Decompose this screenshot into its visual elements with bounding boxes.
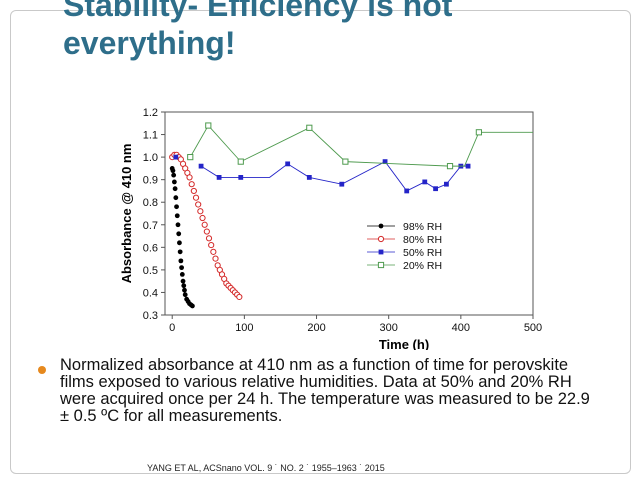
data-point-98-rh bbox=[172, 186, 178, 192]
absorbance-chart: 0.3 0.4 0.5 0.6 0.7 0.8 0.9 1.0 1.1 1.2 0 100 200 300… bbox=[119, 107, 542, 350]
data-point-80-rh bbox=[210, 248, 217, 255]
data-point-98-rh bbox=[180, 278, 186, 284]
legend-label-50-rh: 50% RH bbox=[403, 247, 442, 259]
data-point-98-rh bbox=[178, 258, 184, 264]
legend-marker-98-rh bbox=[378, 223, 384, 229]
legend-label-20-rh: 20% RH bbox=[403, 260, 442, 272]
data-point-80-rh bbox=[188, 181, 195, 188]
data-point-98-rh bbox=[176, 231, 182, 237]
data-point-20-rh bbox=[475, 129, 482, 136]
x-axis-label: Time (h) bbox=[379, 337, 429, 350]
x-tick-label: 200 bbox=[307, 322, 325, 334]
data-point-50-rh bbox=[173, 154, 179, 160]
data-point-50-rh bbox=[422, 179, 428, 185]
y-tick-label: 1.1 bbox=[143, 130, 158, 142]
y-tick-label: 0.7 bbox=[143, 220, 158, 232]
x-tick-label: 100 bbox=[235, 322, 253, 334]
data-point-50-rh bbox=[444, 181, 449, 187]
data-point-98-rh bbox=[175, 222, 181, 228]
data-point-98-rh bbox=[190, 303, 195, 309]
data-point-98-rh bbox=[174, 204, 179, 210]
legend-label-98-rh: 98% RH bbox=[403, 221, 442, 233]
x-tick-label: 500 bbox=[524, 322, 542, 334]
data-point-98-rh bbox=[182, 287, 187, 293]
data-point-98-rh bbox=[177, 249, 183, 255]
data-point-80-rh bbox=[192, 194, 200, 201]
legend-label-80-rh: 80% RH bbox=[403, 234, 442, 246]
data-point-80-rh bbox=[195, 201, 202, 208]
data-point-80-rh bbox=[186, 174, 193, 181]
y-tick-label: 0.9 bbox=[143, 175, 158, 187]
x-tick-label: 0 bbox=[169, 322, 175, 334]
data-point-98-rh bbox=[170, 168, 176, 174]
data-point-50-rh bbox=[404, 188, 410, 194]
data-point-20-rh bbox=[342, 158, 349, 165]
y-tick-label: 0.3 bbox=[143, 310, 158, 322]
data-point-98-rh bbox=[179, 265, 184, 271]
data-point-50-rh bbox=[285, 161, 291, 167]
data-point-50-rh bbox=[465, 163, 471, 169]
data-point-50-rh bbox=[306, 175, 312, 180]
slide-frame bbox=[10, 10, 631, 474]
data-point-80-rh bbox=[197, 208, 204, 215]
data-point-80-rh bbox=[190, 187, 197, 195]
data-point-20-rh bbox=[187, 154, 194, 161]
legend-marker-20-rh bbox=[377, 261, 385, 269]
x-tick-label: 400 bbox=[452, 322, 470, 334]
data-point-50-rh bbox=[216, 175, 222, 180]
data-point-98-rh bbox=[174, 213, 180, 219]
data-point-80-rh bbox=[212, 255, 219, 262]
data-point-20-rh bbox=[306, 124, 313, 131]
data-point-80-rh bbox=[205, 235, 213, 242]
x-tick-label: 300 bbox=[380, 322, 398, 334]
data-point-80-rh bbox=[208, 241, 215, 249]
data-point-80-rh bbox=[199, 214, 206, 222]
y-axis-label: Absorbance @ 410 nm bbox=[119, 144, 134, 284]
y-tick-label: 0.6 bbox=[143, 242, 158, 254]
legend-marker-50-rh bbox=[378, 249, 384, 255]
data-point-98-rh bbox=[182, 292, 188, 298]
bullet-text: Normalized absorbance at 410 nm as a fun… bbox=[60, 356, 590, 425]
y-tick-label: 1.0 bbox=[143, 152, 158, 164]
data-point-20-rh bbox=[237, 158, 244, 165]
bullet-marker bbox=[38, 366, 46, 374]
data-point-50-rh bbox=[238, 175, 244, 180]
data-point-80-rh bbox=[203, 228, 210, 235]
y-tick-label: 0.8 bbox=[143, 197, 158, 209]
data-point-98-rh bbox=[171, 179, 177, 185]
data-point-80-rh bbox=[201, 221, 208, 228]
citation-text: YANG ET AL, ACSnano VOL. 9 ˙ NO. 2 ˙ 195… bbox=[147, 463, 385, 473]
data-point-50-rh bbox=[382, 159, 388, 165]
y-tick-label: 0.5 bbox=[143, 265, 158, 277]
data-point-98-rh bbox=[181, 283, 187, 289]
y-tick-label: 1.2 bbox=[143, 107, 158, 119]
data-point-50-rh bbox=[339, 181, 345, 187]
data-point-98-rh bbox=[173, 195, 179, 201]
plot-area bbox=[164, 111, 534, 316]
data-point-98-rh bbox=[171, 172, 177, 178]
data-point-98-rh bbox=[177, 240, 182, 246]
slide-title: Stability- Efficiency is not everything! bbox=[63, 0, 453, 61]
data-point-98-rh bbox=[179, 272, 185, 277]
data-point-50-rh bbox=[198, 163, 204, 169]
data-point-20-rh bbox=[446, 163, 454, 170]
y-tick-label: 0.4 bbox=[143, 287, 158, 299]
legend-marker-80-rh bbox=[377, 235, 385, 243]
data-point-80-rh bbox=[236, 293, 243, 301]
data-point-20-rh bbox=[205, 122, 212, 129]
data-point-50-rh bbox=[433, 186, 438, 192]
